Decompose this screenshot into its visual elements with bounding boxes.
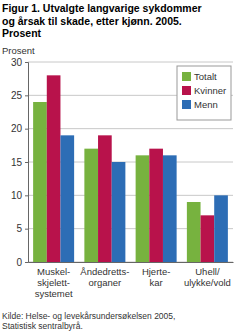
x-tick: Hjerte-kar: [142, 266, 171, 288]
y-axis: 0 5 10 15 20 25 30: [11, 57, 29, 268]
grid: [28, 62, 233, 262]
y-tick-label: 10: [11, 190, 23, 201]
y-tick-mark: [25, 62, 28, 63]
source: Kilde: Helse- og levekårsundersøkelsen 2…: [2, 311, 175, 331]
y-tick: 0: [16, 257, 28, 268]
bar: [112, 162, 126, 262]
y-tick-label: 30: [11, 57, 23, 68]
bar-series: [47, 75, 214, 262]
y-axis-line: [25, 63, 29, 263]
bar: [214, 195, 228, 262]
legend-label: Totalt: [194, 71, 217, 82]
y-tick: 5: [16, 223, 28, 234]
y-tick-mark: [25, 129, 28, 130]
x-axis: Muskel-skjelett-systemet Åndedretts-organ…: [29, 263, 234, 300]
legend-swatch: [182, 100, 191, 109]
y-axis-label: Prosent: [2, 45, 35, 56]
x-tick: Åndedretts-organer: [80, 266, 129, 288]
title: Figur 1. Utvalgte langvarige sykdommerog…: [2, 2, 202, 39]
y-tick-label: 0: [16, 257, 22, 268]
y-tick-label: 15: [11, 157, 23, 168]
bar: [33, 102, 47, 262]
y-tick-label: 25: [11, 90, 23, 101]
y-tick-mark: [25, 229, 28, 230]
y-tick: 20: [11, 123, 28, 134]
bars: [33, 75, 228, 262]
bar-series: [60, 135, 227, 262]
x-tick: Uhell/ulykke/vold: [184, 266, 231, 288]
x-tick-label: Åndedretts-organer: [80, 266, 129, 288]
y-tick-mark: [25, 162, 28, 163]
x-tick: Muskel-skjelett-systemet: [35, 266, 73, 299]
y-tick-mark: [25, 195, 28, 196]
y-tick: 10: [11, 190, 28, 201]
y-tick-label: 5: [16, 223, 22, 234]
x-tick-label: Hjerte-kar: [142, 266, 171, 288]
y-tick-mark: [25, 95, 28, 96]
legend-label: Kvinner: [194, 85, 226, 96]
legend: Totalt Kvinner Menn: [177, 66, 231, 120]
bar: [60, 135, 74, 262]
bar: [84, 149, 98, 262]
grid-line: [28, 62, 233, 63]
x-axis-line: [29, 262, 234, 263]
y-tick-mark: [25, 262, 28, 263]
y-tick: 25: [11, 90, 28, 101]
legend-swatch: [182, 86, 191, 95]
y-tick-label: 20: [11, 123, 23, 134]
legend-box: [177, 66, 231, 120]
bar: [187, 202, 201, 262]
bar: [47, 75, 61, 262]
chart: Figur 1. Utvalgte langvarige sykdommerog…: [0, 0, 237, 333]
y-tick: 30: [11, 57, 28, 68]
legend-swatch: [182, 72, 191, 81]
legend-label: Menn: [194, 99, 218, 110]
plot: 0 5 10 15 20 25 30 Muskel-skjelett-systemet Ånde…: [11, 57, 234, 299]
bar: [149, 149, 163, 262]
x-tick-label: Muskel-skjelett-systemet: [35, 266, 73, 299]
bar: [163, 155, 177, 262]
bar: [136, 155, 150, 262]
bar: [201, 215, 215, 262]
x-tick-label: Uhell/ulykke/vold: [184, 266, 231, 288]
y-tick: 15: [11, 157, 28, 168]
bar: [98, 135, 112, 262]
